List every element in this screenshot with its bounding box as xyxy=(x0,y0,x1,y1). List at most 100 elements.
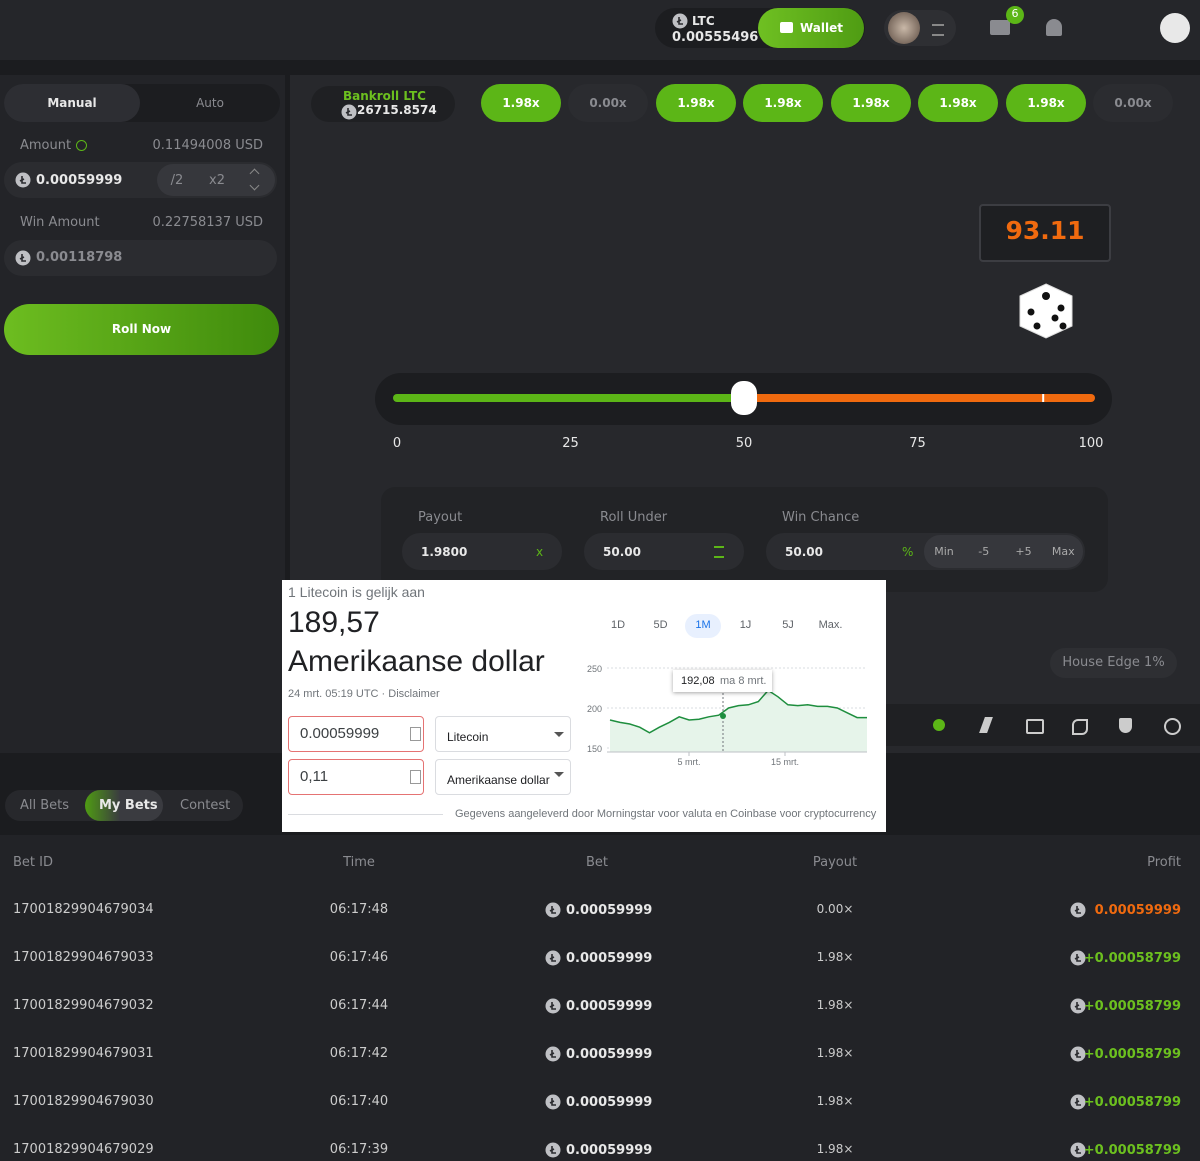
bets-tab[interactable]: All Bets xyxy=(20,798,70,813)
coin-icon xyxy=(1070,1094,1086,1110)
history-label: 1.98x xyxy=(677,96,715,110)
win-chance-unit: % xyxy=(902,545,914,559)
wallet-button[interactable] xyxy=(758,8,864,48)
payout[interactable]: 1.9800 xyxy=(421,545,468,559)
select-to[interactable] xyxy=(435,759,571,795)
input-to[interactable] xyxy=(288,759,424,795)
history-pill[interactable] xyxy=(743,84,823,122)
tooltip-date: ma 8 mrt. xyxy=(720,675,767,687)
mode-tab[interactable]: Manual xyxy=(47,96,97,110)
history-pill[interactable] xyxy=(831,84,911,122)
range-tab[interactable]: 1J xyxy=(739,619,752,631)
coin-icon xyxy=(1070,1046,1086,1062)
history-label: 1.98x xyxy=(1027,96,1065,110)
payout-unit: x xyxy=(536,545,544,559)
bet-time: 06:17:44 xyxy=(329,998,389,1013)
house-edge[interactable]: House Edge 1% xyxy=(1062,655,1165,670)
y-tick-label: 250 xyxy=(587,664,602,674)
mail-count: 6 xyxy=(1011,7,1019,20)
fair-icon[interactable] xyxy=(1119,718,1132,733)
menu-icon[interactable] xyxy=(932,24,944,36)
history-label: 1.98x xyxy=(764,96,802,110)
input-from-value[interactable]: 0.00059999 xyxy=(300,725,380,742)
bets-tab-active[interactable] xyxy=(85,790,163,821)
roll-button-label[interactable]: Roll Now xyxy=(111,322,172,336)
win-chance[interactable]: 50.00 xyxy=(785,545,823,559)
input-to-value[interactable]: 0,11 xyxy=(300,768,329,785)
bet-time: 06:17:46 xyxy=(329,950,389,965)
balance: 0.00555496 xyxy=(672,30,759,45)
spinner[interactable] xyxy=(410,727,421,741)
coin-icon xyxy=(1070,1142,1086,1158)
wallet-label[interactable]: Wallet xyxy=(800,21,844,35)
logo[interactable] xyxy=(1160,13,1190,43)
bet-payout: 1.98× xyxy=(816,1046,854,1060)
history-pill[interactable] xyxy=(656,84,736,122)
range-tab[interactable]: 1M xyxy=(695,619,711,631)
history-pill[interactable] xyxy=(568,84,648,122)
history-pill[interactable] xyxy=(918,84,998,122)
hover-dot xyxy=(720,713,726,719)
bets-tab[interactable]: My Bets xyxy=(99,798,158,813)
bet-profit: +0.00058799 xyxy=(1083,951,1181,966)
bet-profit: +0.00058799 xyxy=(1083,1047,1181,1062)
roll-under[interactable]: 50.00 xyxy=(603,545,641,559)
select-to-value[interactable]: Amerikaanse dollar xyxy=(447,773,550,787)
coin-glyph xyxy=(549,954,556,962)
amount[interactable]: 0.00059999 xyxy=(36,173,123,188)
coin-icon xyxy=(15,172,31,188)
range-tab[interactable]: 5D xyxy=(653,619,668,631)
coin-glyph xyxy=(1074,1098,1081,1106)
chance-button[interactable]: -5 xyxy=(978,545,990,558)
coin-icon xyxy=(545,1046,561,1062)
mode-tab-active[interactable] xyxy=(4,84,140,122)
slider-handle[interactable] xyxy=(731,381,757,415)
bet-payout: 1.98× xyxy=(816,1142,854,1156)
bet-profit: +0.00058799 xyxy=(1083,1143,1181,1158)
swap-icon[interactable] xyxy=(714,546,724,558)
chance-button[interactable]: Min xyxy=(934,545,954,558)
bets-tab[interactable]: Contest xyxy=(180,798,231,813)
mail-icon[interactable] xyxy=(990,20,1010,35)
slider[interactable]: 0 25 50 75 100 xyxy=(370,370,1120,460)
roll-button[interactable] xyxy=(4,304,279,355)
select-from-value[interactable]: Litecoin xyxy=(447,730,489,744)
avatar[interactable] xyxy=(888,12,920,44)
coin-glyph xyxy=(1074,1146,1081,1154)
range-tab[interactable]: 5J xyxy=(782,619,794,631)
range-tab[interactable]: 1D xyxy=(610,619,626,631)
history-pill[interactable] xyxy=(1006,84,1086,122)
bet-time: 06:17:40 xyxy=(329,1094,389,1109)
chance-button[interactable]: +5 xyxy=(1015,545,1032,558)
help-icon[interactable] xyxy=(1164,718,1181,735)
bell-icon[interactable] xyxy=(1046,19,1062,36)
chance-button[interactable]: Max xyxy=(1051,545,1075,558)
info-icon[interactable] xyxy=(76,140,87,151)
converter-timestamp: 24 mrt. 05:19 UTC · xyxy=(288,688,389,700)
half-button[interactable]: /2 xyxy=(170,173,184,188)
input-from[interactable] xyxy=(288,716,424,752)
disclaimer-link[interactable]: Disclaimer xyxy=(388,688,440,700)
x-tick-label: 15 mrt. xyxy=(771,757,799,767)
keyboard-icon[interactable] xyxy=(1026,719,1044,734)
double-button[interactable]: x2 xyxy=(209,173,225,188)
coin-glyph xyxy=(19,254,26,262)
stats-icon[interactable] xyxy=(1072,719,1088,735)
currency[interactable]: LTC xyxy=(692,14,715,28)
coin-glyph xyxy=(1074,906,1081,914)
mode-tab[interactable]: Auto xyxy=(196,96,224,110)
column-header: Profit xyxy=(1147,855,1181,870)
history-pill[interactable] xyxy=(481,84,561,122)
spinner[interactable] xyxy=(410,770,421,784)
coin-glyph xyxy=(1074,1050,1081,1058)
sound-icon[interactable] xyxy=(933,719,945,731)
roll-under-input[interactable] xyxy=(584,533,744,570)
history-pill[interactable] xyxy=(1093,84,1173,122)
range-tab[interactable]: Max. xyxy=(818,619,843,631)
house-edge-box[interactable] xyxy=(1050,648,1177,678)
currency-converter: 1 Litecoin is gelijk aan 189,57 Amerikaa… xyxy=(282,580,886,832)
mail-badge xyxy=(1006,6,1024,24)
select-from[interactable] xyxy=(435,716,571,752)
bet-payout: 1.98× xyxy=(816,950,854,964)
payout-input[interactable] xyxy=(402,533,562,570)
